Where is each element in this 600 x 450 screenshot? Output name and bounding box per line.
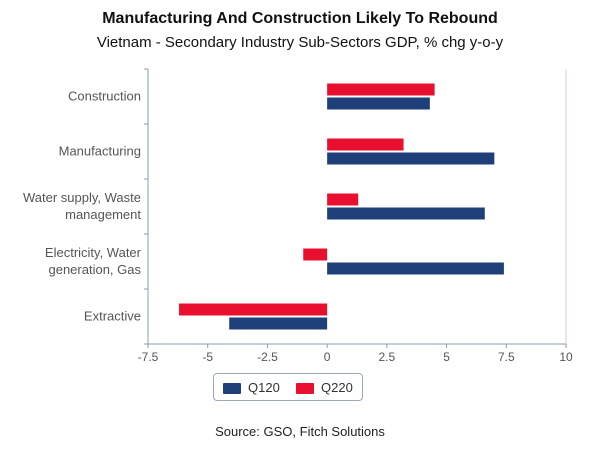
legend-swatch-series-0 [223,383,241,394]
bar-series-0 [327,152,495,165]
source-note: Source: GSO, Fitch Solutions [215,424,385,439]
y-category-label: Construction [68,89,141,104]
x-tick-label: 10 [559,350,573,364]
x-tick-label: -5 [202,350,213,364]
x-tick-label: 0 [324,350,331,364]
y-category-label: Water supply, Waste [23,190,141,205]
legend-label-series-1: Q220 [321,380,353,395]
y-category-label: Extractive [84,309,141,324]
bar-series-1 [327,138,404,151]
x-tick-label: -2.5 [257,350,278,364]
x-tick-label: 5 [443,350,450,364]
bar-series-0 [327,207,485,220]
bar-chart: -7.5 -5 -2.5 0 2.5 5 7.5 10 Construction Manufact… [23,68,573,364]
y-category-label: Manufacturing [59,144,141,159]
chart-legend: Q120 Q220 [213,373,363,401]
y-category-label: management [65,207,141,222]
x-tick-label: 7.5 [498,350,515,364]
bar-series-0 [327,97,430,110]
y-category-label: generation, Gas [48,262,141,277]
legend-label-series-0: Q120 [248,380,280,395]
chart-title: Manufacturing And Construction Likely To… [102,10,498,27]
chart-subtitle: Vietnam - Secondary Industry Sub-Sectors… [96,34,504,51]
bar-series-1 [327,193,359,206]
bar-series-0 [327,262,504,275]
legend-swatch-series-1 [296,383,314,394]
bar-series-1 [179,303,328,316]
bar-series-0 [229,317,328,330]
y-category-label: Electricity, Water [45,245,142,260]
x-tick-label: 2.5 [379,350,396,364]
bar-series-1 [303,248,328,261]
bar-series-1 [327,83,435,96]
x-tick-label: -7.5 [138,350,159,364]
